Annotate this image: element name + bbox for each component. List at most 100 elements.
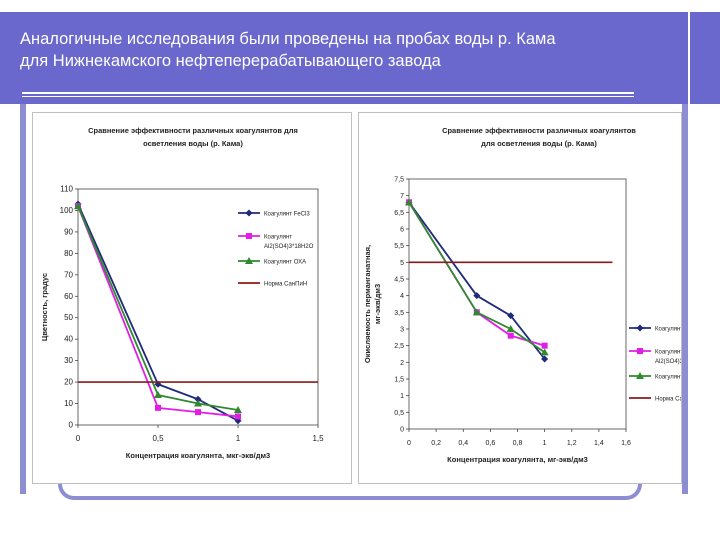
chart2-x-tick-label: 0 bbox=[407, 440, 411, 447]
chart1-legend-marker-fecl3 bbox=[245, 209, 253, 217]
chart1-data-point-oxa bbox=[234, 405, 242, 413]
chart1-legend-label-al2so4: Коагулянт bbox=[264, 235, 292, 241]
chart1-title-line1: Сравнение эффективности различных коагул… bbox=[88, 126, 298, 135]
chart1-y-tick-label: 20 bbox=[64, 378, 73, 387]
chart1-data-point-oxa bbox=[194, 399, 202, 407]
chart1-data-point-al2so4 bbox=[155, 404, 161, 411]
chart2-y-tick-label: 3 bbox=[400, 327, 404, 334]
chart2-y-axis-label-line2: мг-экв/дм3 bbox=[373, 284, 382, 324]
chart2-legend-marker-al2so4 bbox=[637, 348, 643, 354]
chart2-y-tick-label: 3,5 bbox=[394, 310, 404, 317]
chart1-y-tick-label: 10 bbox=[64, 399, 73, 408]
chart2-y-tick-label: 2 bbox=[400, 360, 404, 367]
chart1-y-axis-label: Цветность, градус bbox=[40, 273, 49, 341]
chart1-data-point-al2so4 bbox=[235, 413, 241, 420]
chart2-y-tick-label: 4,5 bbox=[394, 277, 404, 284]
chart2-data-point-oxa bbox=[506, 325, 515, 332]
frame-left-bar bbox=[20, 104, 26, 494]
chart2-series-line-oxa bbox=[408, 201, 546, 354]
chart1-series-line-al2so4 bbox=[77, 205, 239, 418]
header-divider bbox=[22, 92, 634, 94]
chart2-series-line-al2so4 bbox=[408, 201, 545, 347]
chart1-y-tick-label: 50 bbox=[64, 313, 73, 322]
color-chart-panel: Сравнение эффективности различных коагул… bbox=[32, 112, 352, 484]
chart2-y-tick-label: 5,5 bbox=[394, 243, 404, 250]
chart2-y-tick-label: 7,5 bbox=[394, 177, 404, 184]
chart2-data-point-oxa bbox=[472, 308, 481, 316]
chart2-legend-label-norm: Норма СанПиН bbox=[655, 397, 681, 403]
chart1-x-tick-label: 1,5 bbox=[312, 434, 324, 443]
chart1-data-point-fecl3 bbox=[194, 395, 202, 403]
chart1-x-tick-label: 1 bbox=[236, 434, 241, 443]
chart2-title-line2: для осветления воды (р. Кама) bbox=[481, 139, 597, 148]
slide-title: Аналогичные исследования были проведены … bbox=[20, 28, 660, 72]
chart2-title-line1: Сравнение эффективности различных коагул… bbox=[442, 126, 636, 135]
chart1-legend-label-oxa: Коагулянт ОХА bbox=[264, 260, 306, 266]
chart1-data-point-oxa bbox=[74, 202, 82, 210]
chart2-x-axis-label: Концентрация коагулянта, мг-экв/дм3 bbox=[447, 455, 588, 464]
chart1-x-axis-label: Концентрация коагулянта, мкг-экв/дм3 bbox=[126, 451, 270, 460]
chart2-legend-label-al2so4: Коагулянт bbox=[655, 350, 681, 356]
chart2-y-tick-label: 1,5 bbox=[394, 377, 404, 384]
chart1-x-tick-label: 0,5 bbox=[152, 434, 164, 443]
chart2-y-tick-label: 0 bbox=[400, 427, 404, 434]
chart2-x-tick-label: 0,4 bbox=[458, 440, 468, 447]
chart1-x-tick-label: 0 bbox=[76, 434, 81, 443]
chart2-y-tick-label: 0,5 bbox=[394, 410, 404, 417]
chart2-x-tick-label: 1,6 bbox=[621, 440, 631, 447]
chart2-x-tick-label: 1,2 bbox=[567, 440, 577, 447]
chart2-data-point-al2so4 bbox=[541, 342, 548, 349]
chart1-y-tick-label: 80 bbox=[64, 249, 73, 258]
chart2-x-tick-label: 0,8 bbox=[513, 440, 523, 447]
chart2-data-point-fecl3 bbox=[473, 292, 481, 300]
chart2-data-point-fecl3 bbox=[541, 355, 549, 363]
slide-title-line1: Аналогичные исследования были проведены … bbox=[20, 30, 556, 48]
chart1-y-tick-label: 70 bbox=[64, 270, 73, 279]
chart2-data-point-al2so4 bbox=[507, 332, 514, 339]
slide-title-line2: для Нижнекамского нефтеперерабатывающего… bbox=[20, 52, 441, 70]
chart2-data-point-oxa bbox=[405, 198, 413, 206]
chart2-legend-label-fecl3: Коагулянт FeCl3 bbox=[655, 327, 681, 333]
chart2-data-point-oxa bbox=[540, 348, 549, 356]
chart2-x-tick-label: 1,4 bbox=[594, 440, 604, 447]
chart1-y-tick-label: 60 bbox=[64, 292, 73, 301]
chart1-y-tick-label: 110 bbox=[60, 185, 73, 194]
chart1-title-line2: осветления воды (р. Кама) bbox=[143, 139, 243, 148]
chart2-y-tick-label: 6,5 bbox=[394, 210, 404, 217]
chart1-legend-label-fecl3: Коагулянт FeCl3 bbox=[264, 212, 310, 218]
chart2-x-tick-label: 1 bbox=[543, 440, 547, 447]
color-chart: Сравнение эффективности различных коагул… bbox=[40, 126, 324, 460]
chart2-x-tick-label: 0,2 bbox=[431, 440, 441, 447]
chart1-series-line-oxa bbox=[77, 205, 239, 411]
chart2-plot-area bbox=[408, 178, 627, 430]
chart2-legend-marker-fecl3 bbox=[636, 324, 644, 332]
frame-right-bar bbox=[682, 104, 688, 494]
chart2-x-tick-label: 0,6 bbox=[486, 440, 496, 447]
chart1-y-tick-label: 0 bbox=[69, 421, 74, 430]
chart1-data-point-al2so4 bbox=[195, 409, 201, 416]
chart2-legend-label-oxa: Коагулянт ОХА bbox=[655, 375, 681, 381]
header-accent-block bbox=[690, 12, 720, 104]
chart1-y-tick-label: 100 bbox=[60, 206, 74, 215]
chart2-legend-label2-al2so4: Al2(SO4)3*18H2O bbox=[655, 359, 681, 365]
chart1-legend-label-norm: Норма СанПиН bbox=[264, 282, 307, 288]
chart1-legend-marker-al2so4 bbox=[246, 233, 252, 239]
chart2-y-axis-label-line1: Окисляемость перманганатная, bbox=[363, 245, 372, 363]
chart1-legend-label2-al2so4: Al2(SO4)3*18H2O bbox=[264, 244, 314, 250]
chart2-y-tick-label: 6 bbox=[400, 227, 404, 234]
chart2-y-tick-label: 5 bbox=[400, 260, 404, 267]
chart2-y-tick-label: 7 bbox=[400, 193, 404, 200]
oxidability-chart-panel: Сравнение эффективности различных коагул… bbox=[358, 112, 705, 484]
header-divider-thin bbox=[22, 96, 634, 97]
slide-header bbox=[0, 12, 688, 104]
chart2-legend-marker-oxa bbox=[636, 372, 644, 379]
oxidability-chart: Сравнение эффективности различных коагул… bbox=[363, 126, 705, 464]
chart2-y-tick-label: 4 bbox=[400, 293, 404, 300]
chart1-data-point-oxa bbox=[154, 390, 162, 398]
chart1-plot-area bbox=[77, 188, 319, 426]
frame-bottom-curve bbox=[58, 484, 642, 500]
chart1-legend-marker-oxa bbox=[245, 257, 253, 264]
chart1-y-tick-label: 90 bbox=[64, 227, 73, 236]
chart2-data-point-fecl3 bbox=[507, 312, 515, 320]
chart1-series-line-fecl3 bbox=[77, 203, 239, 422]
